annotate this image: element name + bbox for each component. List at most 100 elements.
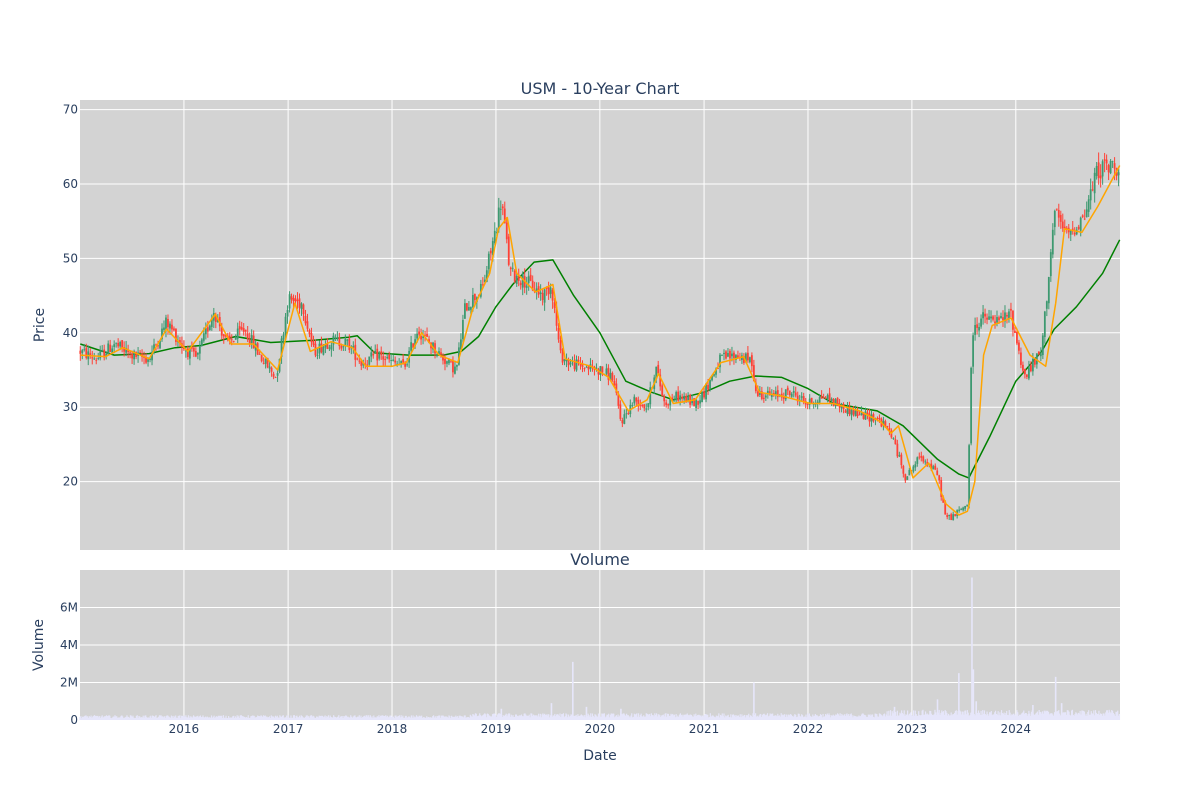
candle-body xyxy=(1113,163,1116,169)
candle-body xyxy=(984,313,986,317)
volume-y-tick-label: 2M xyxy=(60,676,78,690)
volume-bar xyxy=(269,717,272,720)
candle-body xyxy=(344,339,347,345)
volume-bar xyxy=(618,716,620,720)
volume-bar xyxy=(1075,712,1077,720)
candle-body xyxy=(157,345,159,347)
volume-bar xyxy=(1001,713,1004,720)
volume-bar xyxy=(546,715,548,720)
volume-bar xyxy=(447,717,449,720)
candle-body xyxy=(802,396,805,402)
volume-bar xyxy=(566,714,568,720)
volume-bar xyxy=(267,717,269,720)
candle-body xyxy=(111,348,114,354)
candle-body xyxy=(1008,311,1010,319)
volume-bar xyxy=(352,716,354,720)
candle-body xyxy=(723,352,725,355)
volume-bar xyxy=(323,716,325,720)
volume-bar xyxy=(499,713,501,720)
candle-body xyxy=(169,323,171,329)
volume-bar xyxy=(825,714,827,720)
volume-bar xyxy=(297,717,299,720)
volume-bar xyxy=(1070,715,1072,720)
volume-bar xyxy=(675,714,677,720)
volume-bar xyxy=(157,716,160,720)
volume-bar xyxy=(1114,716,1116,720)
volume-bar xyxy=(673,714,676,720)
volume-bar xyxy=(382,715,384,720)
volume-bar xyxy=(1052,714,1054,720)
volume-bar xyxy=(123,717,126,720)
volume-bar xyxy=(318,715,320,720)
price-y-tick-label: 40 xyxy=(63,326,78,340)
candle-body xyxy=(1081,215,1084,217)
volume-bar xyxy=(668,715,670,720)
volume-bar xyxy=(373,715,375,720)
candle-body xyxy=(996,317,998,323)
volume-bar xyxy=(146,717,149,720)
volume-bar xyxy=(432,715,435,720)
candle-body xyxy=(302,304,305,315)
volume-bar xyxy=(860,716,862,720)
candle-body xyxy=(721,355,723,357)
candle-body xyxy=(466,303,468,311)
volume-bar xyxy=(644,716,647,720)
volume-bar xyxy=(805,714,807,720)
candle-body xyxy=(1077,226,1080,230)
volume-bar xyxy=(573,715,576,720)
candle-body xyxy=(561,349,564,363)
volume-bar xyxy=(831,715,833,720)
volume-bar xyxy=(529,717,531,720)
volume-bar xyxy=(550,715,552,720)
volume-bar xyxy=(744,717,746,720)
volume-bar xyxy=(759,714,761,720)
volume-bar xyxy=(464,715,466,720)
candle-body xyxy=(491,241,494,256)
volume-bar xyxy=(1003,712,1005,720)
candle-body xyxy=(968,445,971,505)
volume-bar xyxy=(713,716,715,720)
candle-body xyxy=(499,208,502,210)
volume-bar xyxy=(1005,713,1007,720)
volume-bar xyxy=(245,717,248,720)
volume-bar xyxy=(775,715,777,720)
volume-bar xyxy=(257,715,259,720)
volume-bar xyxy=(700,715,702,720)
volume-bar xyxy=(348,717,350,720)
candle-body xyxy=(695,399,697,408)
volume-bar xyxy=(725,716,728,720)
volume-bar xyxy=(801,715,804,720)
volume-bar xyxy=(662,714,664,720)
candle-body xyxy=(549,287,552,294)
volume-bar xyxy=(184,716,186,720)
volume-bar xyxy=(1053,715,1055,720)
volume-bar xyxy=(245,717,247,720)
volume-bar xyxy=(653,716,655,720)
volume-bar xyxy=(339,716,342,720)
volume-bar xyxy=(407,716,409,720)
volume-bar xyxy=(400,715,402,720)
candle-body xyxy=(1031,358,1034,372)
volume-bar xyxy=(185,715,187,720)
candle-body xyxy=(1051,229,1054,255)
volume-bar xyxy=(1088,710,1090,720)
volume-bar xyxy=(736,715,738,720)
volume-bar xyxy=(785,714,787,720)
volume-bar xyxy=(866,716,868,720)
volume-bar xyxy=(1033,714,1035,720)
volume-bar xyxy=(445,716,448,720)
volume-bar xyxy=(301,716,303,720)
volume-y-tick-label: 0 xyxy=(70,713,78,727)
volume-bar xyxy=(719,714,722,720)
volume-bar xyxy=(170,715,172,720)
volume-bar xyxy=(1037,714,1039,720)
volume-bar xyxy=(286,715,288,720)
volume-bar xyxy=(160,715,162,720)
volume-bar xyxy=(914,710,916,720)
volume-bar xyxy=(919,715,922,720)
volume-bar xyxy=(818,716,820,720)
candle-body xyxy=(99,351,102,359)
volume-y-tick-label: 6M xyxy=(60,601,78,615)
candle-body xyxy=(121,340,124,348)
